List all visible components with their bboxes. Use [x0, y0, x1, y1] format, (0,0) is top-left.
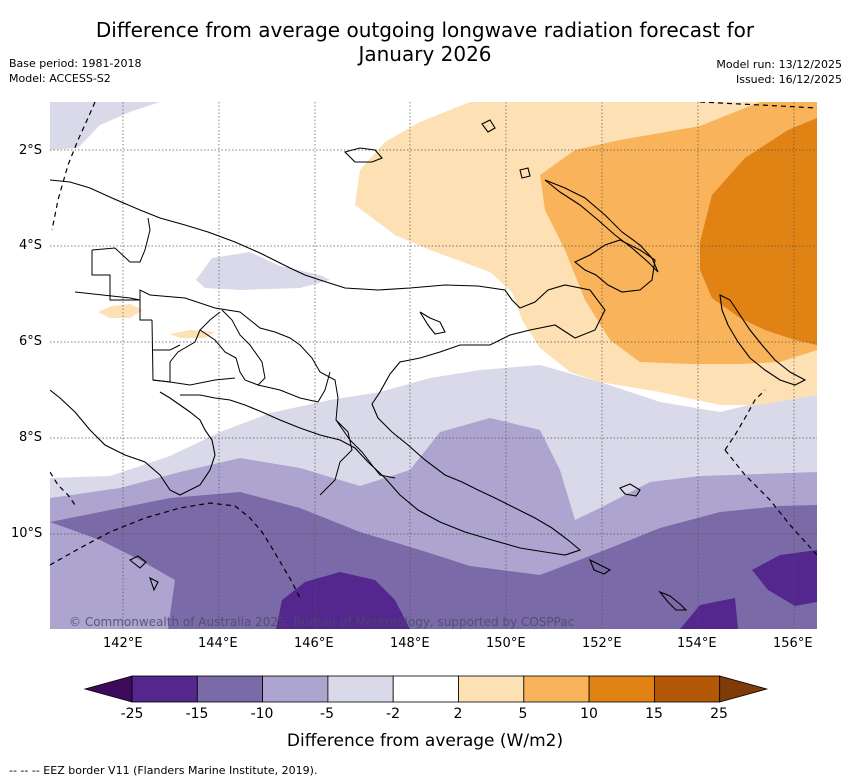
eez-borders: [50, 102, 817, 599]
lon-label-156e: 156°E: [773, 636, 813, 651]
eez-border-northeast: [699, 102, 817, 109]
meta-left: Base period: 1981-2018 Model: ACCESS-S2: [9, 56, 141, 86]
map-title-line1: Difference from average outgoing longwav…: [95, 18, 755, 42]
colorbar-tick-label: -15: [185, 706, 209, 722]
colorbar-tick-label: -25: [120, 706, 144, 722]
torres-strait-islands-coastline: [128, 555, 159, 592]
eez-border-northwest: [51, 102, 96, 231]
colorbar-segment: [523, 675, 590, 703]
map-title: Difference from average outgoing longwav…: [0, 18, 850, 66]
lon-label-144e: 144°E: [198, 636, 238, 651]
colorbar-segment: [196, 675, 264, 703]
province-borders: [74, 217, 396, 496]
anomaly-region-dark-purple-southeast: [680, 598, 738, 629]
coastlines: [50, 119, 807, 611]
png-western-province-border: [152, 344, 236, 386]
eez-border-south: [50, 502, 301, 599]
new-ireland-coastline: [544, 179, 659, 273]
anomaly-region-mid-purple: [50, 492, 817, 629]
colorbar-tick-label: 5: [518, 706, 528, 722]
colorbar-tick-label: 2: [453, 706, 463, 722]
colorbar-segment: [654, 675, 721, 703]
lat-label-2s: 2°S: [19, 143, 43, 158]
anomaly-region-dark-orange: [700, 118, 817, 345]
meta-right: Model run: 13/12/2025 Issued: 16/12/2025: [716, 57, 842, 87]
copyright-notice: © Commonwealth of Australia 2025, Bureau…: [69, 615, 574, 629]
colorbar-tick-label: 10: [580, 706, 598, 722]
colorbar-tick-label: -2: [386, 706, 400, 722]
colorbar-tick-label: 15: [645, 706, 663, 722]
lat-label-10s: 10°S: [11, 526, 43, 541]
lon-label-146e: 146°E: [294, 636, 334, 651]
base-period: Base period: 1981-2018: [9, 57, 142, 70]
map-area: © Commonwealth of Australia 2025, Bureau…: [50, 102, 817, 629]
model-run: Model run: 13/12/2025: [716, 58, 842, 71]
anomaly-region-dark-purple-south: [276, 572, 410, 629]
colorbar-tick-label: -5: [320, 706, 334, 722]
anomaly-region-purple-inland: [196, 252, 330, 290]
anomaly-region-orange-west-1: [98, 304, 143, 318]
colorbar-segment: [588, 675, 655, 703]
eez-border-west: [50, 471, 76, 506]
colorbar-segment: [131, 675, 198, 703]
colorbar-segment: [392, 675, 459, 703]
anomaly-region-purple-north: [50, 102, 160, 150]
gridlines: [50, 102, 817, 629]
political-borders: [74, 217, 396, 496]
lon-label-150e: 150°E: [486, 636, 526, 651]
louisiade-islands-coastline: [588, 483, 688, 611]
colorbar-tick-label: 25: [710, 706, 728, 722]
lon-label-142e: 142°E: [103, 636, 143, 651]
north-islands-coastline: [419, 119, 531, 335]
colorbar-segment: [327, 675, 394, 703]
anomaly-region-dark-purple-east: [752, 550, 817, 606]
lon-label-152e: 152°E: [582, 636, 622, 651]
lat-label-8s: 8°S: [19, 430, 43, 445]
new-britain-coastline: [573, 239, 656, 293]
colorbar-title: Difference from average (W/m2): [286, 731, 564, 751]
map-title-line2: January 2026: [358, 42, 492, 66]
colorbar-tick-label: -10: [250, 706, 274, 722]
eez-border-east: [724, 389, 817, 556]
colorbar-segment: [262, 675, 329, 703]
model-name: Model: ACCESS-S2: [9, 72, 111, 85]
new-guinea-coastline: [50, 179, 606, 556]
colorbar-segment: [458, 675, 525, 703]
lat-label-6s: 6°S: [19, 334, 43, 349]
colorbar-extend-min: [83, 675, 133, 703]
manus-island-coastline: [343, 147, 383, 163]
lon-label-154e: 154°E: [677, 636, 717, 651]
lon-label-148e: 148°E: [390, 636, 430, 651]
lat-label-4s: 4°S: [19, 238, 43, 253]
colorbar-extend-max: [719, 675, 769, 703]
issued-date: Issued: 16/12/2025: [735, 73, 842, 86]
bougainville-coastline: [719, 294, 807, 386]
colorbar: [83, 675, 769, 703]
southwest-coastline: [50, 389, 216, 496]
eez-footnote: -- -- -- EEZ border V11 (Flanders Marine…: [9, 764, 318, 777]
